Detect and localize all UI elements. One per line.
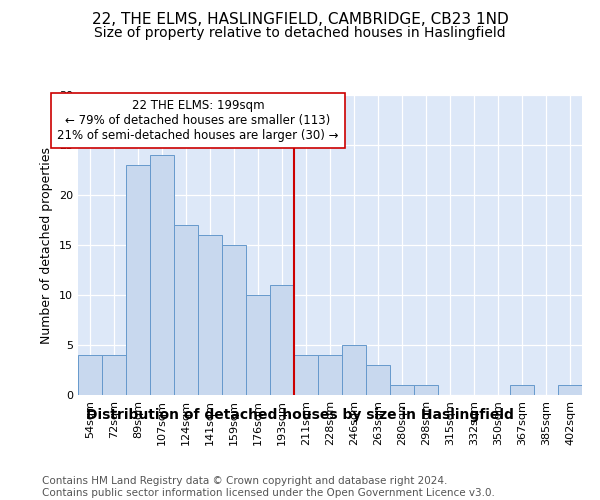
Bar [366,365,390,395]
Bar [414,385,438,395]
Bar [78,355,102,395]
Text: Distribution of detached houses by size in Haslingfield: Distribution of detached houses by size … [86,408,514,422]
Bar [246,295,270,395]
Text: Size of property relative to detached houses in Haslingfield: Size of property relative to detached ho… [94,26,506,40]
Bar [222,245,246,395]
Bar [510,385,534,395]
Bar [558,385,582,395]
Bar [270,285,294,395]
Y-axis label: Number of detached properties: Number of detached properties [40,146,53,344]
Text: 22, THE ELMS, HASLINGFIELD, CAMBRIDGE, CB23 1ND: 22, THE ELMS, HASLINGFIELD, CAMBRIDGE, C… [92,12,508,28]
Bar [198,235,222,395]
Bar [294,355,318,395]
Bar [342,345,366,395]
Bar [102,355,126,395]
Text: Contains HM Land Registry data © Crown copyright and database right 2024.
Contai: Contains HM Land Registry data © Crown c… [42,476,495,498]
Bar [390,385,414,395]
Text: 22 THE ELMS: 199sqm
← 79% of detached houses are smaller (113)
21% of semi-detac: 22 THE ELMS: 199sqm ← 79% of detached ho… [57,99,339,142]
Bar [126,165,150,395]
Bar [318,355,342,395]
Bar [150,155,174,395]
Bar [174,225,198,395]
